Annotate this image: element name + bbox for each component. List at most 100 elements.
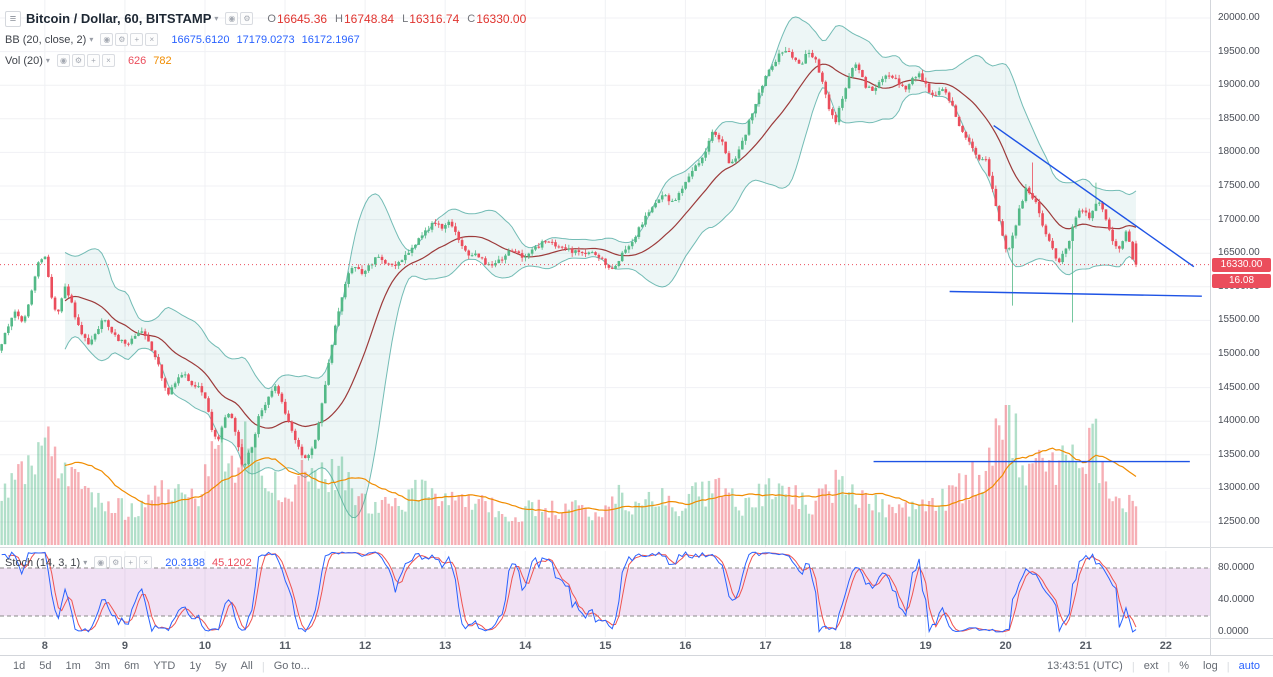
close-icon[interactable]: × (145, 33, 159, 46)
chevron-down-icon[interactable]: ▾ (45, 56, 50, 65)
stoch-k-line (1, 551, 1137, 634)
close-value: 16330.00 (476, 11, 527, 26)
chevron-down-icon[interactable]: ▾ (89, 35, 94, 44)
range-button-3m[interactable]: 3m (94, 660, 111, 672)
goto-button[interactable]: Go to... (273, 660, 310, 672)
range-button-1d[interactable]: 1d (13, 660, 26, 672)
close-icon[interactable]: × (101, 54, 115, 67)
symbol-title[interactable]: Bitcoin / Dollar, 60, BITSTAMP (26, 11, 212, 26)
clock[interactable]: 13:43:51 (UTC) (1047, 660, 1123, 672)
volume-value: 626 (127, 54, 147, 67)
price-tick-label: 18000.00 (1218, 146, 1260, 158)
bb-upper-value: 17179.0273 (236, 33, 295, 46)
auto-toggle[interactable]: auto (1238, 660, 1260, 672)
open-label: O (267, 12, 276, 25)
settings-icon[interactable]: ⚙ (71, 54, 85, 67)
bb-upper-line (64, 16, 1137, 390)
close-icon[interactable]: × (139, 556, 153, 569)
toolbar-divider: | (261, 660, 265, 673)
price-tick-label: 14000.00 (1218, 415, 1260, 427)
time-tick-label: 19 (919, 640, 932, 652)
time-axis-divider (0, 638, 1273, 639)
ext-toggle[interactable]: ext (1143, 660, 1159, 672)
price-axis[interactable]: 16330.00 16.08 20000.00 19500.00 19000.00 1… (1210, 0, 1273, 655)
price-tick-label: 17500.00 (1218, 180, 1260, 191)
range-button-ytd[interactable]: YTD (153, 660, 176, 672)
pane-divider[interactable] (0, 547, 1273, 548)
add-icon[interactable]: + (86, 54, 100, 67)
stoch-d-value: 45.1202 (212, 556, 252, 569)
price-tick-label: 20000.00 (1218, 12, 1260, 23)
stoch-indicator-row: Stoch (14, 3, 1) ▾ ◉ ⚙ + × 20.3188 45.12… (5, 552, 252, 573)
low-value: 16316.74 (409, 11, 460, 26)
eye-icon[interactable]: ◉ (94, 556, 108, 569)
toolbar-divider: | (1167, 660, 1171, 673)
trendline-2[interactable] (949, 290, 1202, 297)
bb-indicator-label[interactable]: BB (20, close, 2) (5, 33, 87, 46)
current-price-badge: 16330.00 (1212, 257, 1271, 272)
chevron-down-icon[interactable]: ▾ (83, 558, 88, 567)
volume-indicator-label[interactable]: Vol (20) (5, 54, 43, 67)
range-button-1y[interactable]: 1y (189, 660, 201, 672)
high-value: 16748.84 (344, 11, 395, 26)
time-tick-label: 14 (519, 640, 532, 652)
trendline-1[interactable] (993, 124, 1195, 268)
stoch-pane (0, 551, 1210, 634)
eye-icon[interactable]: ◉ (100, 33, 114, 46)
volume-layer (0, 405, 1138, 545)
symbol-row: ≡ Bitcoin / Dollar, 60, BITSTAMP ▾ ◉ ⚙ O… (5, 8, 526, 29)
toolbar-right: 13:43:51 (UTC) | ext | % log | auto (1040, 656, 1267, 677)
time-tick-label: 13 (439, 640, 452, 652)
stoch-tick-label: 40.0000 (1218, 594, 1255, 605)
eye-icon[interactable]: ◉ (56, 54, 70, 67)
chart-canvas[interactable] (0, 0, 1210, 638)
bb-lower-value: 16172.1967 (301, 33, 360, 46)
price-tick-label: 17000.00 (1218, 213, 1260, 225)
percent-toggle[interactable]: % (1179, 660, 1190, 672)
stoch-tick-label: 80.0000 (1218, 562, 1255, 573)
chevron-down-icon[interactable]: ▾ (214, 14, 219, 23)
stoch-band-fill (0, 568, 1210, 616)
price-tick-label: 13500.00 (1218, 448, 1260, 460)
candles-layer (0, 46, 1138, 467)
price-tick-label: 18500.00 (1218, 112, 1260, 124)
toolbar-divider: | (1131, 660, 1135, 673)
time-tick-label: 11 (279, 640, 291, 652)
menu-icon[interactable]: ≡ (5, 10, 21, 27)
eye-icon[interactable]: ◉ (225, 12, 239, 25)
volume-indicator-row: Vol (20) ▾ ◉ ⚙ + × 626 782 (5, 50, 526, 71)
stoch-k-value: 20.3188 (165, 556, 205, 569)
time-tick-label: 18 (839, 640, 852, 652)
price-tick-label: 13000.00 (1218, 482, 1260, 494)
stoch-indicator-label[interactable]: Stoch (14, 3, 1) (5, 556, 81, 569)
range-button-1m[interactable]: 1m (65, 660, 81, 672)
settings-icon[interactable]: ⚙ (115, 33, 129, 46)
bb-fill (65, 16, 1136, 518)
time-tick-label: 12 (358, 640, 372, 652)
range-button-all[interactable]: All (240, 660, 253, 672)
price-tick-label: 19000.00 (1218, 79, 1260, 91)
close-label: C (467, 12, 476, 25)
bb-lower-line (64, 87, 1137, 519)
add-icon[interactable]: + (130, 33, 144, 46)
secondary-price-badge: 16.08 (1212, 273, 1271, 288)
time-tick-label: 15 (599, 640, 612, 652)
legend: ≡ Bitcoin / Dollar, 60, BITSTAMP ▾ ◉ ⚙ O… (5, 8, 526, 71)
settings-icon[interactable]: ⚙ (240, 12, 254, 25)
price-tick-label: 12500.00 (1218, 516, 1260, 527)
time-tick-label: 16 (679, 640, 692, 652)
add-icon[interactable]: + (124, 556, 138, 569)
bb-indicator-row: BB (20, close, 2) ▾ ◉ ⚙ + × 16675.6120 1… (5, 29, 526, 50)
range-button-6m[interactable]: 6m (124, 660, 140, 672)
settings-icon[interactable]: ⚙ (109, 556, 123, 569)
time-tick-label: 9 (121, 640, 128, 652)
open-value: 16645.36 (276, 11, 328, 26)
time-axis[interactable]: 8 9 10 11 12 13 14 15 16 17 18 19 20 21 22 (0, 638, 1210, 655)
time-tick-label: 8 (41, 640, 48, 652)
price-tick-label: 19500.00 (1218, 45, 1260, 57)
range-button-5y[interactable]: 5y (214, 660, 227, 672)
log-toggle[interactable]: log (1203, 660, 1218, 672)
bb-actions: ◉ ⚙ + × (100, 33, 160, 46)
range-button-5d[interactable]: 5d (39, 660, 52, 672)
